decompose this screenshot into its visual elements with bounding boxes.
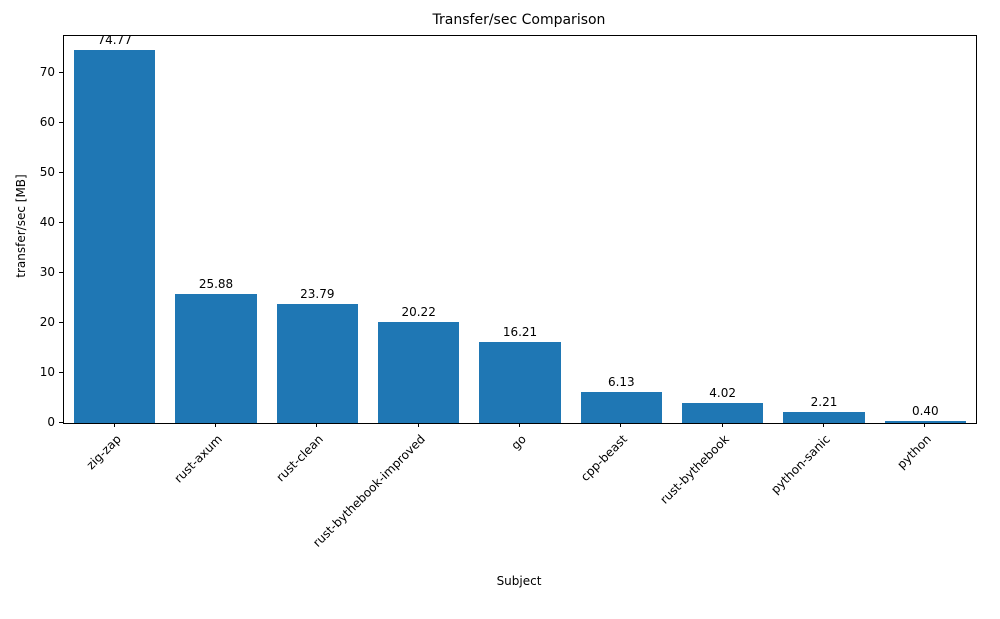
x-tick-mark [620, 423, 622, 427]
y-tick-mark [59, 222, 63, 224]
x-tick-label: rust-bythebook-improved [309, 432, 428, 550]
plot-area: 74.77 25.88 23.79 20.22 16.21 6.13 4.02 2.21 0.4… [63, 32, 977, 424]
bar-chart-figure: Transfer/sec Comparison transfer/sec [MB… [14, 12, 977, 588]
bar [884, 421, 966, 423]
bar-value-label: 23.79 [300, 287, 335, 302]
y-tick-label: 10 [39, 365, 55, 380]
x-tick-mark [215, 423, 216, 427]
bar-value-label: 25.88 [198, 276, 234, 291]
x-tick-mark [924, 423, 926, 427]
x-tick-label: python-sanic [768, 432, 833, 497]
bar-value-label: 16.21 [502, 325, 538, 340]
bar [682, 402, 764, 423]
x-axis-label: Subject [496, 574, 542, 588]
y-tick-mark [59, 372, 63, 374]
x-tick-mark [823, 423, 824, 427]
bar [580, 392, 662, 423]
bar-value-label: 20.22 [401, 305, 436, 320]
bar-value-label: 2.21 [810, 394, 838, 409]
bar [783, 411, 865, 423]
y-tick-mark [59, 322, 63, 324]
y-tick-mark [59, 72, 63, 74]
x-tick-mark [113, 423, 115, 427]
x-tick-label: go [508, 432, 529, 453]
x-tick-mark [417, 423, 419, 427]
y-tick-label: 0 [47, 415, 55, 429]
bar [74, 49, 156, 423]
y-tick-label: 60 [39, 115, 55, 130]
bar-value-label: 4.02 [709, 385, 737, 400]
y-tick-mark [59, 422, 63, 423]
bar-value-label: 74.77 [97, 32, 132, 47]
x-tick-label: python [894, 432, 935, 472]
bar [479, 342, 561, 423]
x-tick-mark [721, 423, 723, 427]
y-tick-label: 70 [39, 65, 55, 80]
chart-title: Transfer/sec Comparison [432, 12, 606, 28]
y-tick-label: 30 [39, 265, 55, 280]
x-tick-mark [316, 423, 318, 427]
y-tick-label: 50 [39, 165, 55, 180]
y-tick-mark [59, 172, 63, 174]
x-tick-label: rust-axum [171, 432, 225, 486]
y-tick-label: 20 [39, 315, 55, 330]
bar [175, 293, 257, 423]
y-tick-label: 40 [39, 215, 55, 230]
bar-value-label: 6.13 [607, 375, 635, 390]
x-tick-label: rust-bythebook [656, 432, 732, 507]
x-tick-label: rust-clean [273, 432, 327, 485]
x-tick-mark [519, 423, 520, 427]
x-tick-label: cpp-beast [578, 432, 631, 484]
y-tick-mark [59, 122, 63, 124]
bar [276, 304, 358, 423]
bar-value-label: 0.40 [911, 404, 939, 419]
bar [378, 322, 460, 423]
y-tick-mark [59, 272, 63, 274]
